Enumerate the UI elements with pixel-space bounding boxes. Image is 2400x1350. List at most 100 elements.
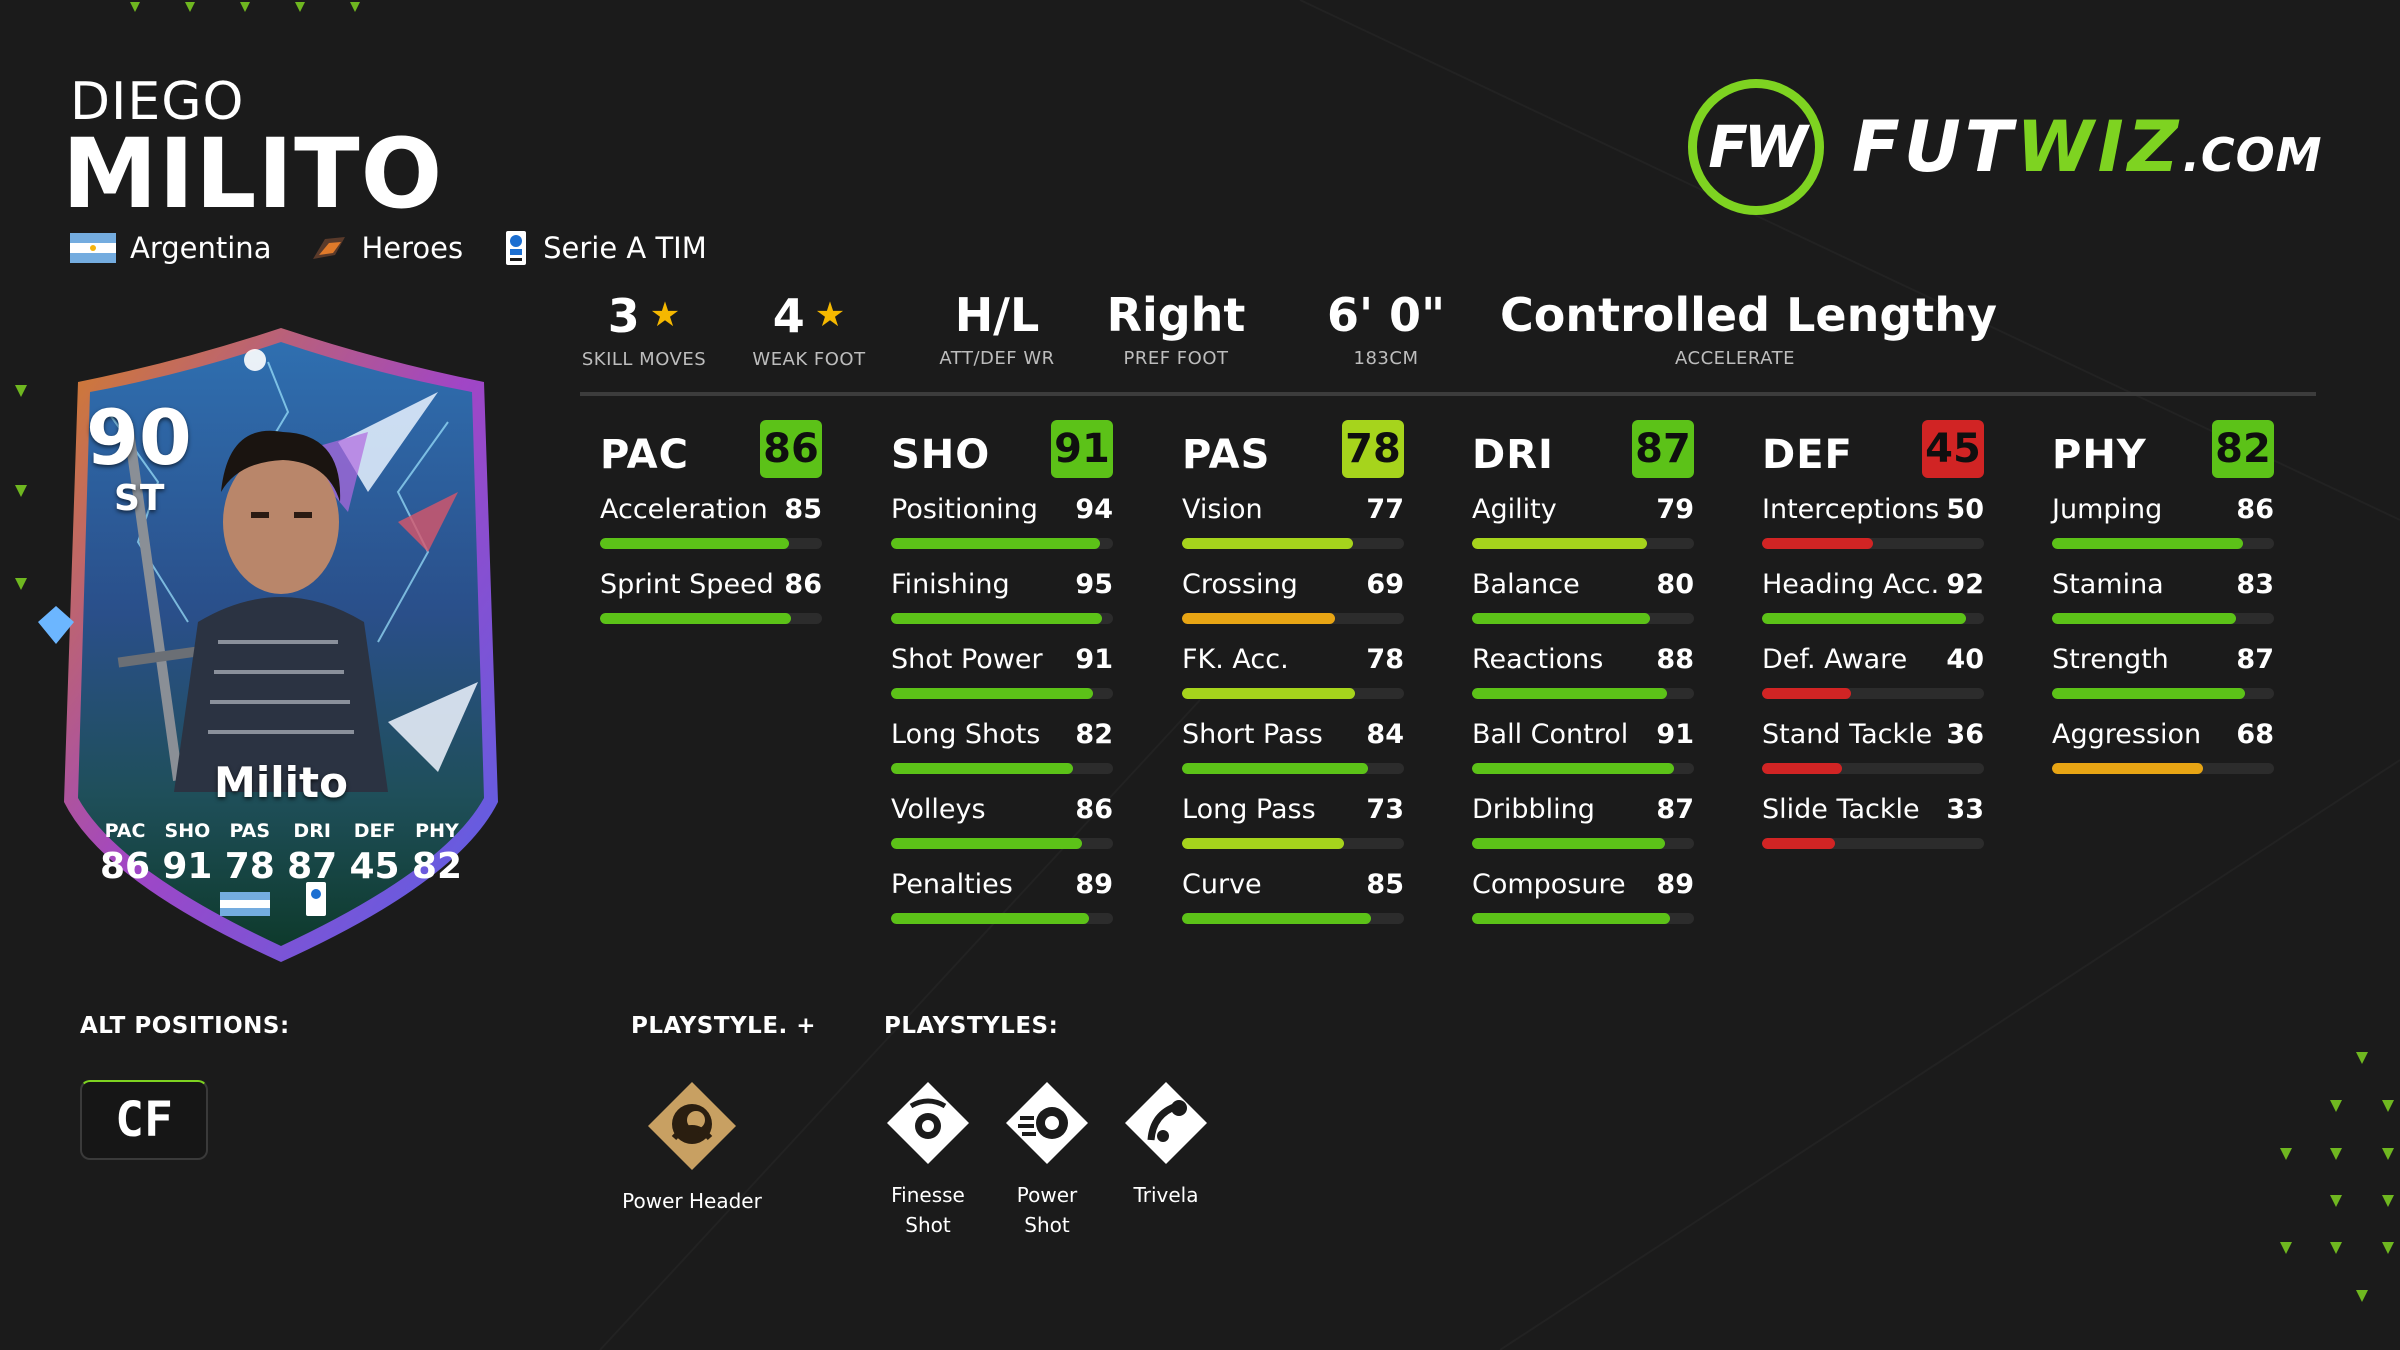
card-stat-label: SHO	[164, 820, 211, 842]
stat-row: Dribbling 87	[1472, 782, 1694, 857]
stat-name: Penalties	[891, 869, 1013, 900]
stat-bar-track	[1182, 613, 1404, 624]
league-link[interactable]: Serie A TIM	[503, 229, 707, 267]
category-rating-badge: 82	[2212, 420, 2274, 478]
stat-value: 78	[1366, 644, 1404, 675]
stat-bar-fill	[891, 763, 1074, 774]
stat-bar-track	[1762, 538, 1984, 549]
alt-positions-title: ALT POSITIONS:	[80, 1013, 290, 1039]
playstyle-power-shot[interactable]: Power Shot	[972, 1078, 1122, 1240]
category-header-phy: PHY 82	[2052, 418, 2274, 482]
height: 6' 0" 183CM	[1314, 284, 1458, 369]
stat-bar-fill	[891, 838, 1082, 849]
club-link[interactable]: Heroes	[311, 231, 463, 265]
card-stat-value: 82	[411, 846, 462, 887]
stat-name: Finishing	[891, 569, 1010, 600]
stat-bar-fill	[2052, 613, 2237, 624]
playstyle-plus-power-header[interactable]: Power Header	[617, 1078, 767, 1216]
serie-a-icon	[506, 231, 527, 265]
stat-bar-fill	[891, 613, 1102, 624]
stat-column-phy: PHY 82 Jumping 86 Stamina 83 Strength 87 Aggress…	[2052, 418, 2274, 782]
playstyle-label-line: Power	[1016, 1183, 1078, 1207]
futwiz-logo-text: FUTWIZ.COM	[1852, 106, 2323, 188]
playstyle-finesse-shot[interactable]: Finesse Shot	[853, 1078, 1003, 1240]
stat-row: FK. Acc. 78	[1182, 632, 1404, 707]
stat-bar-track	[2052, 538, 2274, 549]
stat-row: Interceptions 50	[1762, 482, 1984, 557]
skill-moves: 3 ★ SKILL MOVES	[574, 284, 714, 370]
stat-bar-fill	[1472, 763, 1675, 774]
stat-value: 85	[784, 494, 822, 525]
stat-value: 89	[1656, 869, 1694, 900]
stat-bar-fill	[1182, 538, 1353, 549]
power-shot-icon	[1006, 1082, 1088, 1164]
stat-bar-fill	[891, 538, 1100, 549]
futwiz-logo[interactable]: FW FUTWIZ.COM	[1688, 72, 2328, 222]
stat-value: 82	[1075, 719, 1113, 750]
stat-name: Agility	[1472, 494, 1557, 525]
stat-value: 87	[2236, 644, 2274, 675]
stat-name: Balance	[1472, 569, 1580, 600]
stat-name: Def. Aware	[1762, 644, 1908, 675]
stat-bar-track	[891, 763, 1113, 774]
stat-column-def: DEF 45 Interceptions 50 Heading Acc. 92 Def. A…	[1762, 418, 1984, 857]
player-card[interactable]	[38, 322, 524, 970]
stat-name: Jumping	[2052, 494, 2163, 525]
stat-bar-track	[891, 838, 1113, 849]
stat-value: 94	[1075, 494, 1113, 525]
stat-name: Dribbling	[1472, 794, 1595, 825]
stat-row: Curve 85	[1182, 857, 1404, 932]
stat-value: 87	[1656, 794, 1694, 825]
league-label: Serie A TIM	[543, 231, 707, 265]
card-stat-value: 86	[99, 846, 151, 887]
height-label: 183CM	[1353, 348, 1419, 369]
stat-name: Acceleration	[600, 494, 768, 525]
stat-bar-track	[1472, 838, 1694, 849]
alt-position-cf[interactable]: CF	[80, 1080, 208, 1160]
stat-bar-fill	[1762, 763, 1842, 774]
stat-row: Crossing 69	[1182, 557, 1404, 632]
preferred-foot-value: Right	[1106, 288, 1246, 342]
stat-bar-fill	[1472, 838, 1666, 849]
playstyles-title: PLAYSTYLES:	[884, 1013, 1059, 1039]
category-name: PAC	[600, 432, 689, 478]
stat-name: Aggression	[2052, 719, 2202, 750]
stat-value: 69	[1366, 569, 1404, 600]
stat-bar-fill	[891, 913, 1089, 924]
card-stat-label: PAC	[104, 820, 146, 842]
stat-bar-track	[1762, 688, 1984, 699]
stat-bar-fill	[2052, 538, 2243, 549]
stat-bar-track	[2052, 613, 2274, 624]
stat-name: Ball Control	[1472, 719, 1629, 750]
work-rates-label: ATT/DEF WR	[939, 348, 1055, 369]
stat-value: 91	[1656, 719, 1694, 750]
stat-name: FK. Acc.	[1182, 644, 1289, 675]
stat-bar-fill	[891, 688, 1094, 699]
playstyle-trivela[interactable]: Trivela	[1091, 1078, 1241, 1210]
stat-bar-track	[1762, 763, 1984, 774]
stat-bar-fill	[600, 538, 789, 549]
stat-name: Volleys	[891, 794, 986, 825]
playstyle-label-line: Shot	[1024, 1213, 1070, 1237]
stat-name: Curve	[1182, 869, 1262, 900]
stat-bar-fill	[1472, 688, 1668, 699]
card-stat-value: 78	[224, 846, 275, 887]
card-stat-phy: PHY 82	[408, 820, 466, 887]
stat-name: Sprint Speed	[600, 569, 774, 600]
stat-bar-track	[1472, 538, 1694, 549]
category-header-pac: PAC 86	[600, 418, 822, 482]
category-header-def: DEF 45	[1762, 418, 1984, 482]
card-stats: PAC 86 SHO 91 PAS 78 DRI 87 DEF 45 PHY 82	[96, 820, 466, 887]
card-stat-label: DRI	[293, 820, 331, 842]
stat-value: 91	[1075, 644, 1113, 675]
stat-bar-track	[1472, 913, 1694, 924]
stat-name: Reactions	[1472, 644, 1604, 675]
stat-row: Composure 89	[1472, 857, 1694, 932]
stat-name: Positioning	[891, 494, 1038, 525]
finesse-shot-icon	[887, 1082, 969, 1164]
weak-foot-value: 4	[772, 289, 805, 343]
stat-bar-track	[891, 913, 1113, 924]
stat-value: 33	[1946, 794, 1984, 825]
stat-name: Composure	[1472, 869, 1626, 900]
nation-link[interactable]: Argentina	[70, 231, 271, 265]
